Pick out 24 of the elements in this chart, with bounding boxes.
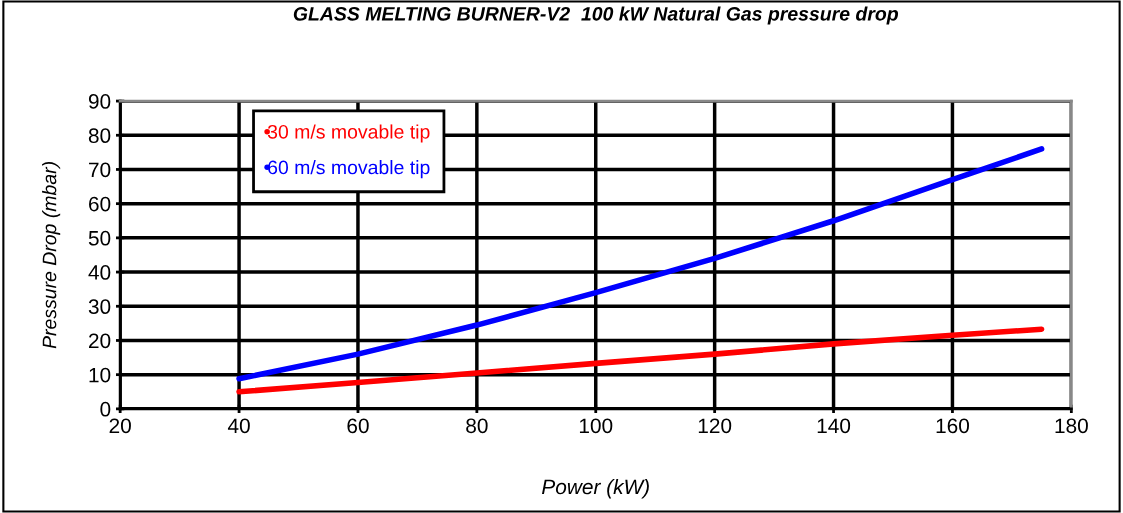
y-tick-label: 60 xyxy=(89,196,111,212)
y-tick-label: 70 xyxy=(89,162,111,178)
x-tick-label: 60 xyxy=(347,418,369,434)
y-tick-label: 20 xyxy=(89,333,111,349)
x-tick-label: 20 xyxy=(109,418,131,434)
x-tick-label: 40 xyxy=(227,418,250,434)
x-tick-label: 160 xyxy=(936,418,970,434)
y-tick-label: 10 xyxy=(89,367,111,383)
y-tick-label: 40 xyxy=(88,265,111,280)
y-tick-label: 0 xyxy=(100,401,111,417)
y-axis-title: Pressure Drop (mbar) xyxy=(42,162,61,349)
x-tick-label: 140 xyxy=(817,418,851,434)
chart-title: GLASS MELTING BURNER-V2 100 kW Natural Gas pressure drop xyxy=(293,6,899,25)
legend-label: 60 m/s movable tip xyxy=(268,160,430,179)
y-tick-label: 30 xyxy=(88,299,111,315)
y-tick-label: 50 xyxy=(88,230,111,246)
x-tick-label: 120 xyxy=(698,418,732,434)
y-tick-label: 80 xyxy=(88,128,111,144)
legend-label: 30 m/s movable tip xyxy=(267,124,430,143)
x-tick-label: 100 xyxy=(579,418,613,434)
y-tick-label: 90 xyxy=(88,94,111,109)
x-axis-title: Power (kW) xyxy=(542,478,649,499)
x-tick-label: 80 xyxy=(466,418,488,434)
x-tick-label: 180 xyxy=(1055,418,1088,434)
